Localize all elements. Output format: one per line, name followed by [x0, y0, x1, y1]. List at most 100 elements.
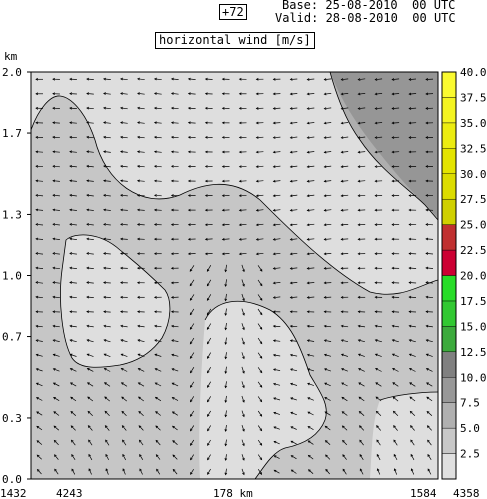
wind-arrow-head-22 — [408, 78, 412, 81]
wind-arrow-552 — [36, 411, 43, 416]
wind-arrow-520 — [307, 383, 315, 386]
wind-arrow-413 — [120, 325, 128, 328]
wind-arrow-650 — [71, 468, 76, 475]
wind-arrow-head-508 — [104, 382, 107, 385]
wind-arrow-head-31 — [153, 92, 157, 95]
wind-arrow-head-487 — [154, 368, 158, 371]
wind-arrow-3 — [86, 78, 94, 80]
wind-arrow-441 — [190, 337, 195, 344]
wind-arrow-635 — [225, 454, 227, 461]
wind-arrow-head-536 — [171, 397, 175, 400]
colorbar-label-0: 2.5 — [460, 448, 480, 461]
wind-arrow-423 — [290, 325, 298, 328]
wind-arrow-661 — [257, 469, 262, 475]
wind-arrow-head-636 — [242, 457, 245, 461]
wind-arrow-head-608 — [172, 440, 176, 443]
wind-arrow-411 — [86, 325, 94, 328]
wind-arrow-27 — [86, 93, 94, 95]
wind-arrow-head-505 — [52, 382, 56, 386]
colorbar-swatch-3 — [441, 377, 457, 403]
wind-arrow-499 — [358, 368, 365, 372]
wind-arrow-615 — [290, 440, 297, 445]
wind-arrow-103 — [154, 136, 162, 139]
wind-arrow-head-56 — [170, 106, 174, 110]
wind-arrow-518 — [273, 383, 281, 386]
wind-arrow-485 — [121, 368, 128, 372]
wind-arrow-head-670 — [410, 468, 414, 472]
wind-arrow-183 — [290, 180, 298, 182]
wind-arrow-head-228 — [238, 208, 242, 212]
wind-arrow-head-338 — [69, 281, 73, 284]
wind-arrow-head-142 — [408, 150, 412, 154]
wind-arrow-head-630 — [139, 453, 142, 457]
wind-arrow-557 — [121, 411, 127, 417]
wind-arrow-head-560 — [171, 411, 175, 414]
wind-arrow-20 — [375, 78, 383, 81]
wind-arrow-336 — [35, 281, 44, 284]
wind-arrow-69 — [392, 107, 400, 109]
wind-arrow-head-642 — [342, 454, 346, 457]
wind-arrow-head-545 — [324, 397, 328, 400]
wind-arrow-571 — [359, 411, 365, 416]
wind-arrow-head-319 — [153, 266, 157, 270]
wind-arrow-665 — [325, 469, 330, 475]
wind-arrow-584 — [172, 425, 178, 431]
wind-arrow-head-331 — [357, 266, 361, 270]
wind-arrow-head-66 — [340, 107, 344, 110]
wind-arrow-405 — [392, 311, 400, 313]
wind-arrow-head-282 — [340, 237, 344, 241]
wind-arrow-head-162 — [340, 165, 344, 169]
region-below-5-bottom-right — [370, 392, 438, 479]
wind-arrow-head-80 — [170, 121, 174, 125]
wind-arrow-head-48 — [35, 106, 39, 110]
wind-arrow-head-653 — [122, 468, 126, 472]
wind-arrow-258 — [341, 224, 349, 226]
wind-arrow-head-295 — [153, 252, 157, 256]
wind-arrow-head-570 — [341, 411, 345, 414]
wind-arrow-241 — [52, 223, 60, 226]
wind-arrow-488 — [171, 368, 179, 372]
wind-arrow-head-572 — [375, 410, 379, 414]
wind-arrow-head-497 — [324, 368, 327, 371]
wind-arrow-653 — [122, 468, 126, 475]
wind-arrow-head-182 — [272, 179, 276, 183]
chart-title: horizontal wind [m/s] — [155, 32, 315, 49]
colorbar-label-9: 25.0 — [460, 219, 487, 232]
wind-arrow-head-571 — [358, 411, 362, 414]
wind-arrow-287 — [425, 238, 434, 240]
wind-arrow-230 — [273, 209, 281, 211]
wind-arrow-234 — [341, 209, 349, 211]
wind-arrow-head-476 — [374, 353, 378, 357]
y-axis-unit: km — [4, 50, 18, 63]
wind-arrow-64 — [307, 107, 315, 110]
wind-arrow-289 — [52, 252, 60, 255]
wind-arrow-head-326 — [272, 267, 276, 270]
wind-arrow-645 — [393, 454, 398, 461]
wind-arrow-4 — [103, 78, 111, 80]
wind-arrow-head-306 — [340, 252, 344, 256]
wind-arrow-head-25 — [52, 92, 56, 96]
wind-arrow-head-411 — [86, 324, 90, 328]
wind-arrow-head-270 — [136, 237, 140, 241]
wind-arrow-head-645 — [393, 453, 397, 457]
wind-arrow-head-57 — [187, 106, 191, 110]
wind-arrow-head-69 — [391, 107, 395, 110]
x-label-right-inner: 1584 — [410, 487, 437, 499]
wind-arrow-head-431 — [425, 324, 429, 328]
wind-arrow-head-447 — [289, 339, 293, 343]
wind-arrow-532 — [104, 396, 111, 402]
wind-arrow-head-351 — [289, 281, 293, 285]
wind-arrow-465 — [190, 352, 195, 359]
wind-arrow-311 — [425, 253, 434, 255]
wind-arrow-head-237 — [391, 208, 395, 212]
wind-arrow-head-404 — [374, 310, 378, 314]
wind-arrow-head-143 — [425, 150, 429, 154]
wind-arrow-head-512 — [171, 382, 175, 386]
wind-arrow-head-121 — [52, 150, 56, 154]
wind-arrow-head-78 — [137, 121, 140, 124]
wind-arrow-head-473 — [323, 353, 327, 357]
wind-arrow-head-3 — [86, 77, 90, 81]
wind-arrow-head-268 — [103, 237, 107, 241]
wind-arrow-81 — [188, 122, 196, 124]
wind-arrow-head-258 — [340, 223, 344, 227]
